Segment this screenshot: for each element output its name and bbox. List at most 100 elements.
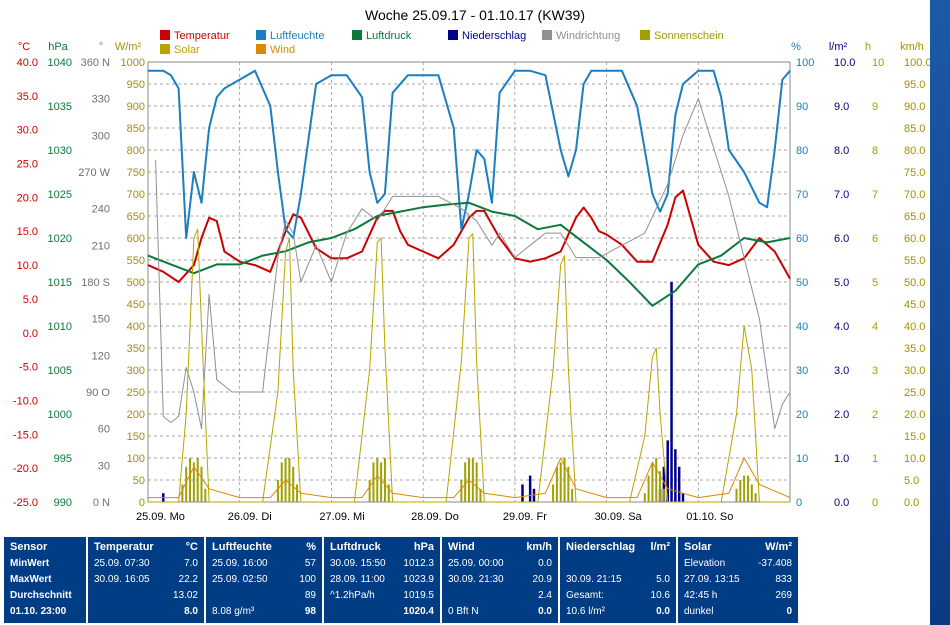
legend-swatch (542, 30, 552, 40)
temp-tick: 0.0 (23, 328, 38, 340)
stats-panel-solar: Solar W/m² Elevation -37.408 27.09. 13:15 833… (678, 537, 798, 623)
panel-header: Temperatur (94, 541, 154, 553)
rain-bar (681, 493, 685, 502)
row-label: 27.09. 13:15 (684, 574, 740, 585)
sun-tick: 0 (872, 497, 878, 509)
pressure-tick: 1035 (48, 101, 72, 113)
row-value: 0 (786, 606, 792, 617)
row-value: 1023.9 (403, 574, 434, 585)
sunshine-bar (655, 458, 658, 502)
panel-unit: km/h (526, 541, 552, 553)
direction-tick: 0 N (93, 497, 110, 509)
rain-tick: 1.0 (834, 453, 849, 465)
row-label: 0 Bft N (448, 606, 479, 617)
panel-unit: l/m² (650, 541, 670, 553)
pressure-tick: 990 (54, 497, 72, 509)
row-label: 25.09. 16:00 (212, 558, 268, 569)
wind-tick: 90.0 (904, 101, 925, 113)
sunshine-bar (192, 462, 195, 502)
direction-tick: 120 (92, 350, 110, 362)
wind-tick: 0.0 (904, 497, 919, 509)
pressure-tick: 1030 (48, 145, 72, 157)
axis-unit: % (791, 41, 801, 53)
temp-tick: 10.0 (17, 260, 38, 272)
sunshine-bar (460, 480, 463, 502)
humidity-tick: 100 (796, 57, 814, 69)
row-label: 01.10. 23:00 (10, 606, 67, 617)
panel-unit: % (306, 541, 316, 553)
panel-header: Luftfeuchte (212, 541, 272, 553)
row-label: MinWert (10, 558, 50, 569)
temp-tick: 5.0 (23, 294, 38, 306)
sunshine-bar (196, 458, 199, 502)
solar-tick: 150 (127, 431, 145, 443)
temp-tick: 20.0 (17, 192, 38, 204)
wind-tick: 85.0 (904, 123, 925, 135)
rain-bar (670, 282, 673, 502)
wind-tick: 70.0 (904, 189, 925, 201)
row-value: 1012.3 (403, 558, 434, 569)
sunshine-bar (571, 488, 574, 502)
sunshine-bar (743, 475, 746, 502)
row-label: 8.08 g/m³ (212, 606, 255, 617)
row-label: 30.09. 16:05 (94, 574, 150, 585)
temp-tick: 15.0 (17, 226, 38, 238)
solar-tick: 450 (127, 299, 145, 311)
solar-tick: 50 (133, 475, 145, 487)
pressure-tick: 1025 (48, 189, 72, 201)
rain-tick: 8.0 (834, 145, 849, 157)
solar-tick: 400 (127, 321, 145, 333)
solar-tick: 800 (127, 145, 145, 157)
row-value: -37.408 (758, 558, 792, 569)
wind-tick: 20.0 (904, 409, 925, 421)
sunshine-bar (647, 475, 650, 502)
humidity-tick: 80 (796, 145, 808, 157)
row-label: 28.09. 11:00 (330, 574, 385, 585)
wind-tick: 65.0 (904, 211, 925, 223)
axis-unit: km/h (900, 41, 924, 53)
row-label: 42:45 h (684, 590, 718, 601)
wind-tick: 15.0 (904, 431, 925, 443)
series-temperatur (147, 189, 791, 283)
panel-unit: °C (185, 541, 198, 553)
row-value: 0.0 (656, 606, 670, 617)
sunshine-bar (471, 458, 474, 502)
solar-tick: 600 (127, 233, 145, 245)
wind-tick: 35.0 (904, 343, 925, 355)
humidity-tick: 50 (796, 277, 808, 289)
stats-panel-temperatur: Temperatur °C 25.09. 07:30 7.0 30.09. 16:05 2… (88, 537, 204, 623)
direction-tick: 270 W (78, 167, 110, 179)
row-label: 25.09. 07:30 (94, 558, 150, 569)
row-value: 1019.5 (403, 590, 434, 601)
sunshine-bar (288, 458, 291, 502)
row-value: 98 (304, 606, 316, 617)
wind-tick: 10.0 (904, 453, 925, 465)
sunshine-bar (662, 488, 665, 502)
solar-tick: 650 (127, 211, 145, 223)
stats-table: Sensor MinWert MaxWert Durchschnitt 01.10. 2… (0, 533, 950, 625)
rain-tick: 2.0 (834, 409, 849, 421)
solar-tick: 350 (127, 343, 145, 355)
row-value: 0.0 (538, 606, 552, 617)
sunshine-bar (559, 462, 562, 502)
solar-tick: 950 (127, 79, 145, 91)
sunshine-bar (185, 466, 188, 502)
legend-label: Windrichtung (556, 30, 620, 42)
sunshine-bar (200, 466, 203, 502)
row-value: 89 (304, 590, 316, 601)
sunshine-bar (475, 462, 478, 502)
row-value: 13.02 (172, 590, 198, 601)
pressure-tick: 995 (54, 453, 72, 465)
row-value: 1020.4 (403, 606, 434, 617)
row-label: ^1.2hPa/h (330, 590, 375, 601)
sunshine-bar (387, 484, 390, 502)
solar-tick: 1000 (121, 57, 145, 69)
legend-label: Temperatur (174, 30, 230, 42)
wind-tick: 50.0 (904, 277, 925, 289)
axis-units: °C hPa ° W/m²% l/m² h km/h (18, 41, 924, 53)
rain-tick: 3.0 (834, 365, 849, 377)
wind-tick: 55.0 (904, 255, 925, 267)
rain-bar (662, 466, 666, 502)
row-label: MaxWert (10, 574, 52, 585)
sunshine-bar (651, 462, 654, 502)
